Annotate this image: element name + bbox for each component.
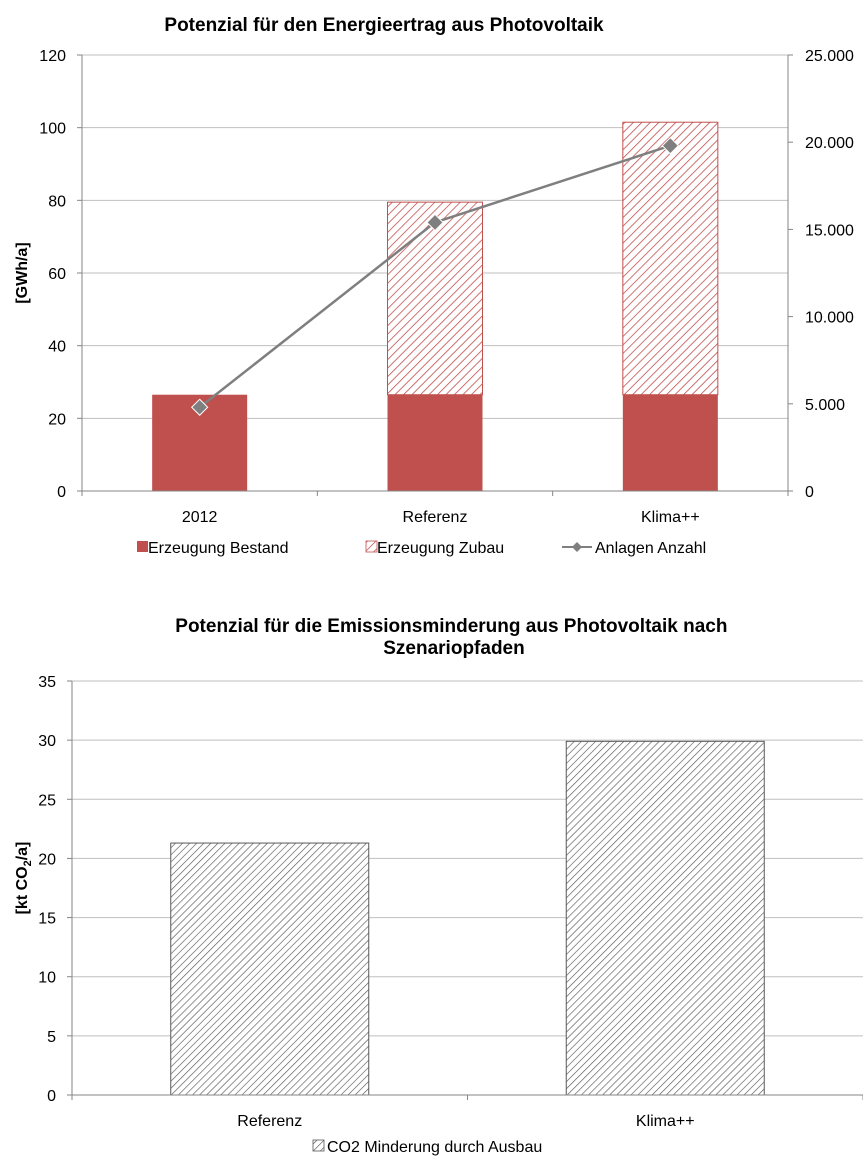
legend-label-zubau: Erzeugung Zubau <box>377 540 504 557</box>
legend-label-bestand: Erzeugung Bestand <box>148 540 289 557</box>
line-marker <box>661 136 680 155</box>
y2-tick-label: 10.000 <box>805 310 854 327</box>
y-tick-label: 0 <box>47 1088 56 1105</box>
chart-2-title: Potenzial für die Emissionsminderung aus… <box>175 616 732 659</box>
bar-erzeugung-bestand <box>622 394 718 491</box>
y2-tick-label: 25.000 <box>805 48 854 65</box>
bar-erzeugung-zubau <box>622 121 719 396</box>
chart-2-title-line-1: Potenzial für die Emissionsminderung aus… <box>175 616 727 637</box>
chart-2-y-tick-labels: 0 5 10 15 20 25 30 35 <box>38 674 56 1105</box>
y-tick-label: 20 <box>48 411 66 428</box>
chart-1-y-axis-title: [GWh/a] <box>14 242 31 303</box>
x-tick-label: Referenz <box>237 1113 302 1130</box>
bar-erzeugung-zubau <box>387 201 483 396</box>
legend-label-anlagen: Anlagen Anzahl <box>595 540 706 557</box>
x-tick-label: Klima++ <box>641 509 700 526</box>
chart-emission-reduction: Potenzial für die Emissionsminderung aus… <box>14 616 863 1156</box>
chart-2-y-axis-title-subscript: 2 <box>22 860 34 866</box>
chart-2-bars <box>170 740 765 1096</box>
chart-1-y-tick-labels: 0 20 40 60 80 100 120 <box>39 48 66 501</box>
y-tick-label: 60 <box>48 266 66 283</box>
y-tick-label: 40 <box>48 339 66 356</box>
y-tick-label: 100 <box>39 121 66 138</box>
bar-co2-minderung <box>170 842 370 1096</box>
chart-1-bars <box>152 121 719 491</box>
y-tick-label: 80 <box>48 193 66 210</box>
y2-tick-label: 5.000 <box>805 397 845 414</box>
x-tick-label: Klima++ <box>636 1113 695 1130</box>
legend-diamond-marker <box>572 542 582 552</box>
chart-1-y2-tick-labels: 0 5.000 10.000 15.000 20.000 25.000 <box>805 48 854 501</box>
x-tick-label: 2012 <box>182 509 218 526</box>
bar-erzeugung-bestand <box>387 394 483 491</box>
legend-swatch-co2 <box>312 1139 325 1152</box>
chart-energy-yield: Potenzial für den Energieertrag aus Phot… <box>14 15 854 557</box>
legend-swatch-zubau <box>365 540 378 553</box>
legend-swatch-bestand <box>137 541 148 552</box>
chart-2-axes <box>67 680 863 1100</box>
line-marker <box>426 213 444 232</box>
legend-label-co2: CO2 Minderung durch Ausbau <box>327 1139 542 1156</box>
y-tick-label: 10 <box>38 970 56 987</box>
y2-tick-label: 20.000 <box>805 135 854 152</box>
y-tick-label: 25 <box>38 792 56 809</box>
chart-1-x-tick-labels: 2012 Referenz Klima++ <box>182 509 700 526</box>
line-marker <box>190 398 209 416</box>
y-tick-label: 30 <box>38 733 56 750</box>
y-tick-label: 35 <box>38 674 56 691</box>
chart-2-x-tick-labels: Referenz Klima++ <box>237 1113 694 1130</box>
y-tick-label: 0 <box>57 484 66 501</box>
chart-1-line-series <box>190 136 680 416</box>
chart-1-title: Potenzial für den Energieertrag aus Phot… <box>164 15 604 36</box>
y-tick-label: 15 <box>38 911 56 928</box>
x-tick-label: Referenz <box>403 509 468 526</box>
chart-2-legend: CO2 Minderung durch Ausbau <box>312 1139 542 1156</box>
chart-2-y-axis-title-part-2: /a] <box>14 842 31 861</box>
chart-2-y-axis-title: [kt CO2/a] <box>14 842 34 915</box>
bar-co2-minderung <box>565 740 765 1096</box>
y-tick-label: 120 <box>39 48 66 65</box>
chart-2-title-line-2: Szenariopfaden <box>383 638 524 659</box>
y-tick-label: 20 <box>38 851 56 868</box>
chart-1-axes <box>77 54 793 496</box>
y-tick-label: 5 <box>47 1029 56 1046</box>
chart-1-legend: Erzeugung Bestand Erzeugung Zubau Anlage… <box>137 540 706 557</box>
chart-2-y-axis-title-part-1: [kt CO <box>14 866 31 914</box>
y2-tick-label: 15.000 <box>805 222 854 239</box>
y2-tick-label: 0 <box>805 484 814 501</box>
